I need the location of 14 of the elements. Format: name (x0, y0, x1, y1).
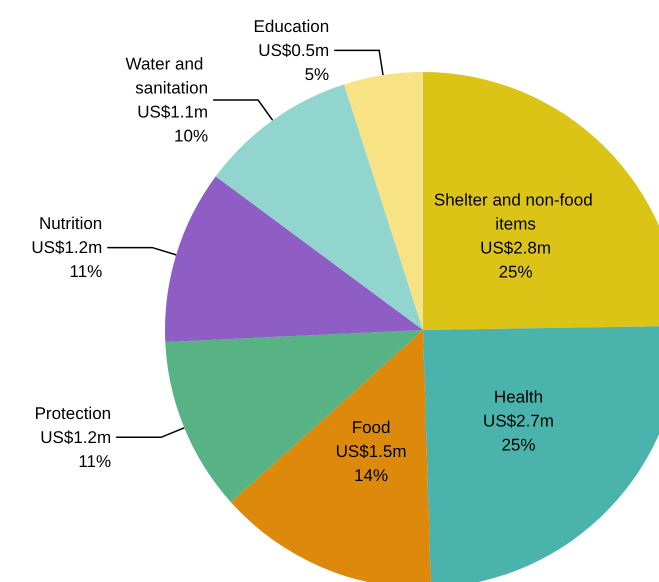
slice-label: Protection (34, 404, 112, 423)
data-label: US$0.5m 5% (258, 40, 330, 84)
slice-label: Health (494, 388, 544, 407)
data-label: US$2.7m 25% (483, 412, 554, 455)
slice-label: Education (254, 16, 330, 36)
slice-label: Water and sanitation (126, 54, 208, 98)
data-label: US$1.1m 10% (137, 102, 208, 146)
slice-label: Nutrition (38, 214, 102, 234)
slice-label: Shelter and non-food items (434, 190, 598, 234)
slice-label: Food (352, 418, 390, 437)
data-label: US$2.8m 25% (480, 238, 552, 282)
data-label: US$1.2m 11% (40, 428, 112, 471)
data-label: US$1.5m 14% (336, 442, 407, 485)
data-label: US$1.2m 11% (31, 238, 102, 282)
